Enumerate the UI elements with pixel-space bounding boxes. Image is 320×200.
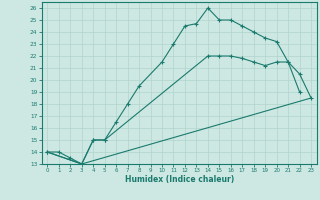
X-axis label: Humidex (Indice chaleur): Humidex (Indice chaleur) xyxy=(124,175,234,184)
